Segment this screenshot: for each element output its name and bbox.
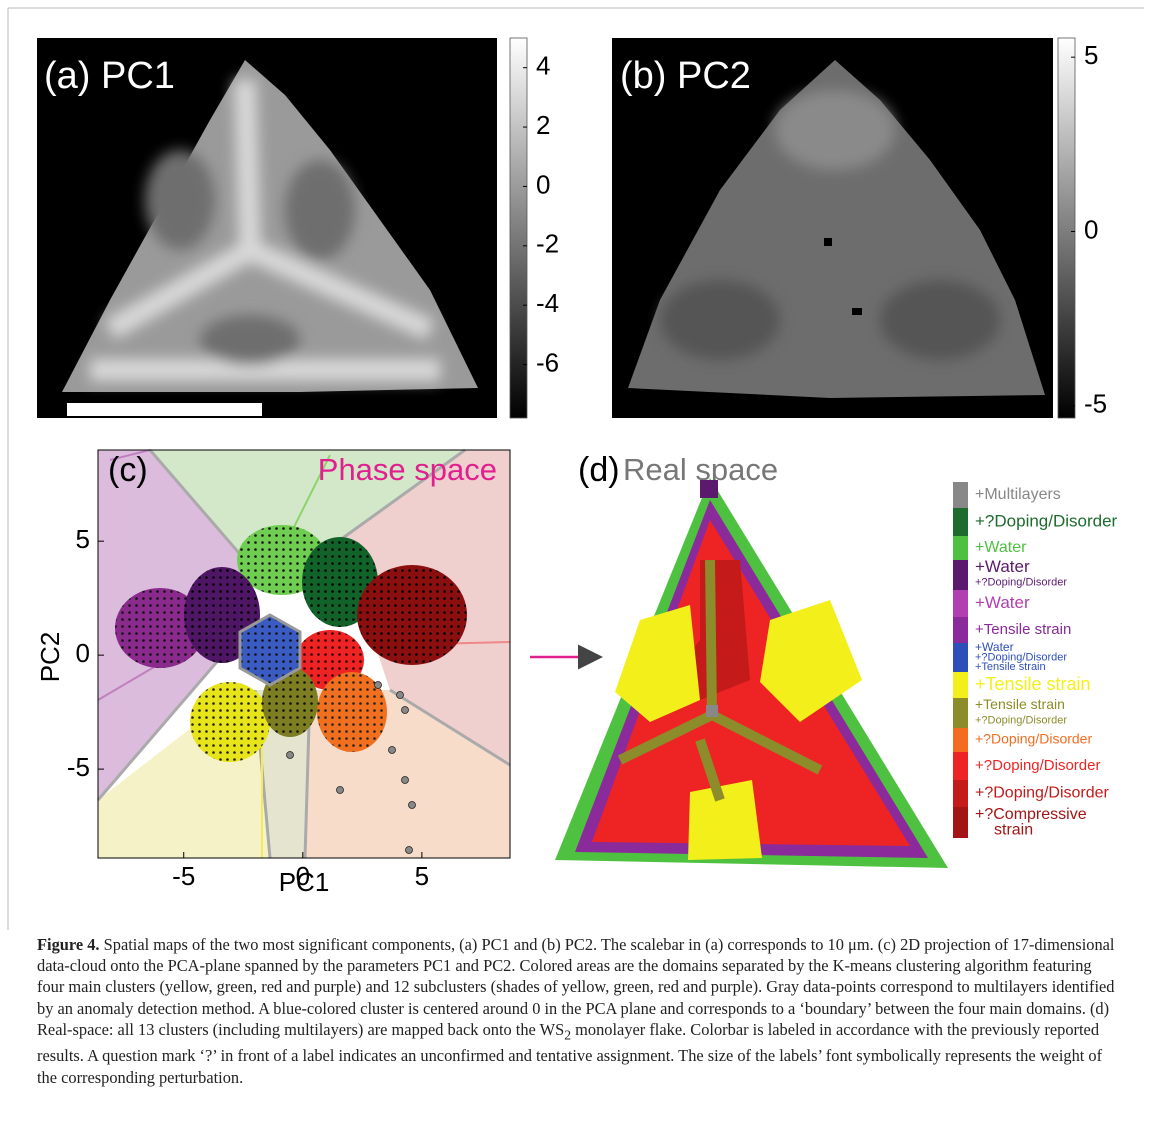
figure: (a) PC1 (b) PC2 (c) Phase space [0, 0, 1152, 930]
flake-domain [688, 780, 762, 860]
colorbar-tick-label: -5 [1084, 389, 1107, 419]
legend-label: +?Compressive [975, 806, 1087, 823]
colorbar-tick-label: 0 [1084, 214, 1098, 244]
panel-label: (d) [578, 451, 620, 489]
colorbar-tick-label: 0 [536, 169, 550, 199]
legend-label: +Multilayers [975, 486, 1061, 503]
legend-swatch [953, 728, 968, 752]
legend-swatch [953, 752, 968, 780]
legend-swatch [953, 643, 968, 672]
y-tick-label: 0 [76, 638, 90, 668]
x-tick-label: -5 [172, 861, 195, 891]
scalebar [67, 403, 262, 416]
flake-multilayer [700, 480, 718, 498]
y-tick-label: -5 [67, 752, 90, 782]
colorbar-tick-label: -4 [536, 288, 559, 318]
legend-label: +Tensile strain [975, 696, 1065, 712]
panel-label: (c) [108, 451, 148, 489]
legend-label: +?Doping/Disorder [975, 785, 1110, 802]
legend-label: +Water [975, 557, 1030, 576]
legend-label: +?Doping/Disorder [975, 576, 1067, 588]
colorbar [1058, 38, 1075, 418]
panel-label: (a) PC1 [44, 55, 175, 97]
legend-label: +Tensile strain [975, 621, 1071, 638]
colorbar [510, 38, 527, 418]
panel-d: (d) Real space [530, 451, 948, 868]
page: {"panels":{ "a":{"label":"(a) PC1","colo… [0, 0, 1152, 1144]
legend-swatch [953, 536, 968, 560]
colorbar-tick-label: -2 [536, 229, 559, 259]
legend-label: +Tensile strain [975, 674, 1091, 694]
legend-label: +Tensile strain [975, 661, 1046, 673]
panel-label: (b) PC2 [620, 55, 751, 97]
legend-swatch [953, 780, 968, 807]
y-axis-label: PC2 [35, 632, 65, 683]
legend-swatch [953, 807, 968, 838]
colorbar-tick-label: 5 [1084, 40, 1098, 70]
caption-label: Figure 4. [37, 935, 100, 954]
legend: +Multilayers+?Doping/Disorder+Water+Wate… [953, 482, 1118, 838]
legend-swatch [953, 560, 968, 590]
legend-swatch [953, 672, 968, 698]
legend-swatch [953, 590, 968, 617]
legend-label: +?Doping/Disorder [975, 757, 1101, 774]
legend-swatch [953, 617, 968, 643]
defect [852, 308, 862, 315]
colorbar-tick-label: 4 [536, 51, 550, 81]
legend-label: +Water [975, 539, 1027, 556]
legend-label: +Water [975, 593, 1030, 612]
panel-c: (c) Phase space PC1 PC2 [35, 450, 510, 897]
legend-label: +?Doping/Disorder [975, 731, 1092, 747]
colorbar-tick-label: -6 [536, 347, 559, 377]
panel-a: (a) PC1 [37, 38, 527, 418]
defect [824, 238, 832, 246]
x-tick-label: 0 [296, 861, 310, 891]
legend-swatch [953, 482, 968, 508]
x-tick-label: 5 [415, 861, 429, 891]
panel-b: (b) PC2 [612, 38, 1075, 418]
legend-label: +?Doping/Disorder [975, 714, 1067, 726]
panel-title: Phase space [318, 452, 497, 487]
colorbar-tick-label: 2 [536, 110, 550, 140]
legend-label: +?Doping/Disorder [975, 511, 1118, 530]
legend-swatch [953, 698, 968, 728]
flake-multilayer [706, 705, 718, 717]
caption: Figure 4. Spatial maps of the two most s… [37, 934, 1122, 1088]
y-tick-label: 5 [76, 524, 90, 554]
legend-swatch [953, 508, 968, 536]
legend-label: strain [994, 821, 1033, 838]
